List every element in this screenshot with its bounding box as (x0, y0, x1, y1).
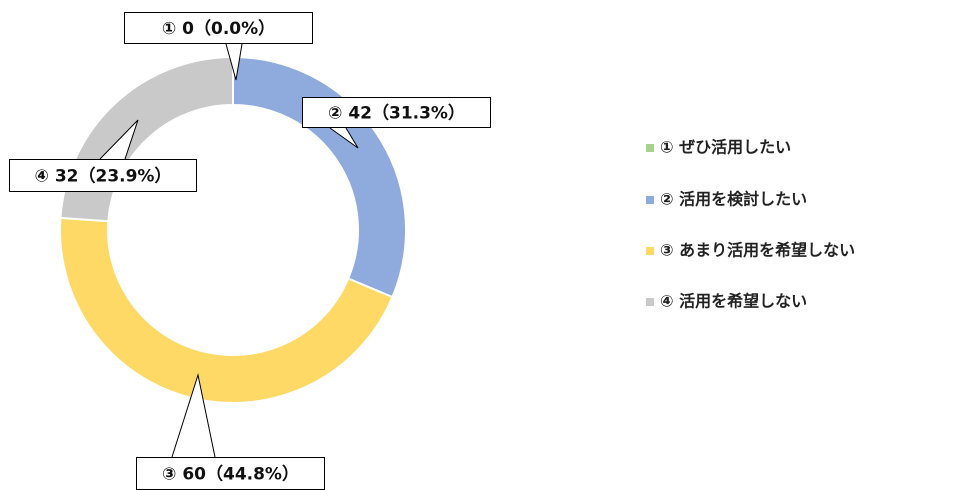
legend-swatch (646, 247, 654, 255)
callout-pointer (225, 43, 243, 81)
callout-pointer (329, 127, 359, 149)
callout-box (302, 97, 491, 128)
donut-segment (59, 55, 234, 223)
legend-swatch (646, 144, 654, 152)
legend-label: ④ 活用を希望しない (660, 292, 807, 311)
callout-box (124, 12, 313, 44)
data-label: ② 42（31.3%） (328, 103, 465, 124)
legend-label: ② 活用を検討したい (660, 190, 807, 209)
data-label: ① 0（0.0%） (162, 18, 275, 39)
donut-segment (232, 55, 407, 299)
callout-pointer (171, 373, 216, 458)
legend-swatch (646, 298, 654, 306)
legend-label: ③ あまり活用を希望しない (660, 241, 855, 260)
data-label: ④ 32（23.9%） (35, 166, 172, 187)
callout-box (9, 159, 197, 192)
legend-swatch (646, 196, 654, 204)
legend-label: ① ぜひ活用したい (660, 138, 791, 157)
donut-segment (59, 216, 394, 404)
data-label: ③ 60（44.8%） (162, 464, 299, 485)
callout-pointer (99, 119, 139, 160)
